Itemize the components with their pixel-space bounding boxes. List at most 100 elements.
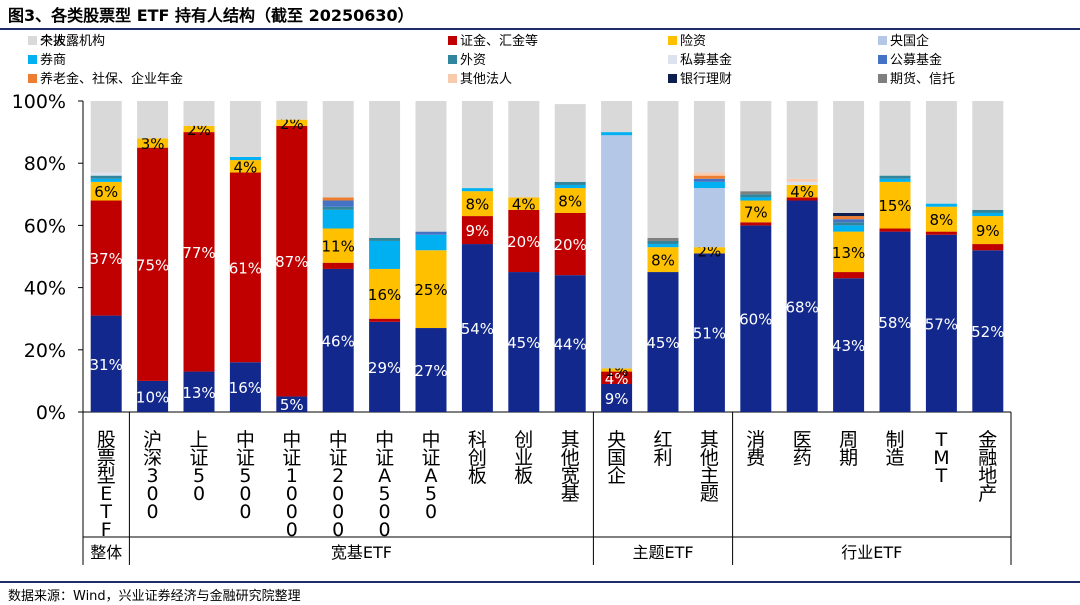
bar-segment bbox=[972, 101, 1004, 210]
x-tick-label: 制造 bbox=[885, 429, 904, 469]
data-label: 4% bbox=[512, 196, 536, 214]
bar-segment bbox=[693, 175, 725, 179]
bar-segment bbox=[415, 101, 447, 232]
data-label: 87% bbox=[275, 253, 308, 271]
bar-segment bbox=[369, 240, 401, 269]
x-tick-label: 中证 2 0 0 0 bbox=[329, 429, 348, 541]
legend-label: 未披露机构 bbox=[40, 34, 106, 49]
legend: 个人 证金、汇金等 险资 央国企 券商 外资 私募基金 公募基金 养老金、社保、企业年金 其他法人… bbox=[28, 33, 1068, 93]
bar-segment bbox=[879, 175, 911, 179]
bar-segment bbox=[554, 104, 586, 182]
legend-item: 险资 bbox=[668, 33, 706, 50]
bar-segment bbox=[740, 101, 772, 192]
x-tick-label: 科创板 bbox=[468, 429, 487, 487]
data-label: 10% bbox=[136, 388, 169, 406]
bar-segment bbox=[137, 138, 169, 148]
legend-swatch bbox=[28, 55, 37, 64]
bar-segment bbox=[415, 328, 447, 412]
bar-segment bbox=[90, 181, 122, 201]
data-label: 4% bbox=[790, 183, 814, 201]
data-label: 77% bbox=[182, 244, 215, 262]
x-tick-label: 中证 1 0 0 0 bbox=[282, 429, 301, 541]
bar-segment bbox=[740, 222, 772, 226]
legend-item: 公募基金 bbox=[878, 52, 942, 69]
bar-segment bbox=[554, 184, 586, 189]
bar-segment bbox=[183, 132, 215, 372]
data-label: 20% bbox=[507, 233, 540, 251]
data-label: 45% bbox=[507, 334, 540, 352]
bar-segment bbox=[740, 200, 772, 223]
bar-segment bbox=[276, 125, 308, 397]
bar-segment bbox=[693, 178, 725, 182]
legend-item: 期货、信托 bbox=[878, 71, 955, 88]
data-label: 52% bbox=[971, 323, 1004, 341]
bar-segment bbox=[972, 250, 1004, 412]
bar-segment bbox=[925, 234, 957, 412]
bar-segment bbox=[369, 237, 401, 241]
bar-segment bbox=[322, 200, 354, 207]
bar-segment bbox=[786, 197, 818, 201]
legend-swatch bbox=[878, 36, 887, 45]
y-tick-label: 40% bbox=[24, 278, 66, 300]
x-tick-label: 央国企 bbox=[607, 429, 626, 487]
bar-segment bbox=[369, 318, 401, 322]
data-label: 58% bbox=[878, 314, 911, 332]
data-label: 37% bbox=[90, 250, 123, 268]
x-tick-label: 沪深 3 0 0 bbox=[143, 429, 162, 523]
bar-segment bbox=[322, 209, 354, 229]
bar-segment bbox=[229, 101, 261, 157]
legend-label: 公募基金 bbox=[890, 53, 943, 68]
bar-segment bbox=[833, 278, 865, 412]
bar-segment bbox=[879, 178, 911, 182]
bar-segment bbox=[786, 181, 818, 185]
legend-label: 险资 bbox=[680, 34, 707, 49]
data-label: 11% bbox=[322, 238, 355, 256]
data-label: 6% bbox=[94, 183, 118, 201]
bar-segment bbox=[554, 188, 586, 213]
bar-segment bbox=[369, 101, 401, 238]
data-label: 75% bbox=[136, 256, 169, 274]
legend-swatch bbox=[448, 74, 457, 83]
legend-swatch bbox=[28, 74, 37, 83]
bar-segment bbox=[369, 321, 401, 412]
bar-segment bbox=[461, 101, 493, 189]
data-label: 13% bbox=[832, 244, 865, 262]
bar-segment bbox=[786, 101, 818, 179]
legend-swatch bbox=[668, 36, 677, 45]
bar-segment bbox=[647, 237, 679, 241]
bar-segment bbox=[229, 160, 261, 173]
legend-label: 外资 bbox=[460, 53, 487, 68]
data-label: 9% bbox=[605, 390, 629, 408]
legend-item: 私募基金 bbox=[668, 52, 732, 69]
bar-segment bbox=[90, 315, 122, 412]
bar-segment bbox=[461, 191, 493, 217]
bar-segment bbox=[322, 101, 354, 198]
y-tick-label: 100% bbox=[12, 91, 66, 113]
bar-segment bbox=[833, 212, 865, 217]
bar-segment bbox=[972, 216, 1004, 245]
bar-segment bbox=[461, 216, 493, 245]
legend-label: 其他法人 bbox=[460, 72, 513, 87]
x-tick-label: 其他主题 bbox=[700, 429, 719, 505]
bar-segment bbox=[90, 178, 122, 182]
data-label: 7% bbox=[744, 203, 768, 221]
bar-segment bbox=[601, 371, 633, 385]
bar-segment bbox=[647, 272, 679, 412]
bar-segment bbox=[183, 371, 215, 412]
data-label: 68% bbox=[786, 298, 819, 316]
legend-label: 证金、汇金等 bbox=[460, 34, 539, 49]
bar-segment bbox=[647, 244, 679, 248]
bar-segment bbox=[879, 181, 911, 229]
bar-segment bbox=[647, 247, 679, 273]
data-label: 44% bbox=[554, 336, 587, 354]
bar-segment bbox=[647, 101, 679, 238]
legend-swatch bbox=[448, 36, 457, 45]
bar-segment bbox=[554, 275, 586, 412]
legend-label: 银行理财 bbox=[680, 72, 733, 87]
legend-item: 银行理财 bbox=[668, 71, 732, 88]
x-tick-label: 创业板 bbox=[514, 429, 533, 487]
legend-item: 未披露机构 bbox=[28, 33, 105, 50]
x-tick-label: 周期 bbox=[839, 429, 858, 469]
legend-swatch bbox=[878, 74, 887, 83]
